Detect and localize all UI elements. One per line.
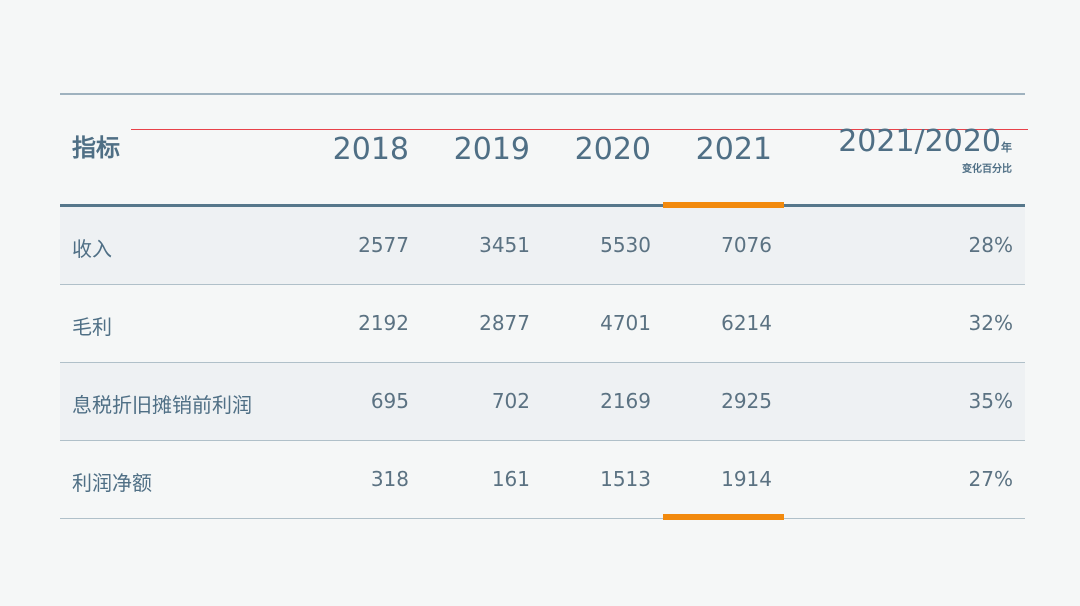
table-row: 毛利 2192 2877 4701 6214 32%	[60, 285, 1025, 363]
highlight-bar-top	[663, 202, 784, 208]
row-label: 毛利	[72, 315, 112, 339]
header-year-2020: 2020	[574, 132, 651, 167]
cell: 161	[491, 467, 530, 491]
header-divider	[60, 204, 1025, 207]
table-top-border	[60, 93, 1025, 95]
header-year-2019: 2019	[453, 132, 530, 167]
header-ratio-text: 2021/2020	[838, 124, 1001, 159]
cell: 1914	[721, 467, 772, 491]
header-ratio: 2021/2020年	[838, 124, 1012, 159]
cell: 2169	[600, 389, 651, 413]
table-row: 利润净额 318 161 1513 1914 27%	[60, 441, 1025, 519]
cell: 2877	[479, 311, 530, 335]
cell: 4701	[600, 311, 651, 335]
cell: 2925	[721, 389, 772, 413]
cell-pct: 27%	[968, 467, 1013, 491]
guide-line	[131, 129, 1028, 130]
cell: 6214	[721, 311, 772, 335]
table-row: 收入 2577 3451 5530 7076 28%	[60, 207, 1025, 285]
cell: 695	[370, 389, 409, 413]
header-indicator: 指标	[72, 134, 120, 162]
cell: 1513	[600, 467, 651, 491]
cell: 2192	[358, 311, 409, 335]
header-year-2018: 2018	[332, 132, 409, 167]
cell: 318	[370, 467, 409, 491]
row-label: 息税折旧摊销前利润	[72, 393, 252, 417]
highlight-bar-bottom	[663, 514, 784, 520]
cell: 3451	[479, 233, 530, 257]
cell-pct: 28%	[968, 233, 1013, 257]
cell: 2577	[358, 233, 409, 257]
header-ratio-suffix: 年	[1001, 141, 1012, 154]
cell-pct: 35%	[968, 389, 1013, 413]
row-label: 利润净额	[72, 471, 152, 495]
header-ratio-subtitle: 变化百分比	[962, 164, 1012, 175]
cell: 5530	[600, 233, 651, 257]
cell-pct: 32%	[968, 311, 1013, 335]
header-year-2021: 2021	[695, 132, 772, 167]
cell: 702	[491, 389, 530, 413]
cell: 7076	[721, 233, 772, 257]
row-label: 收入	[72, 237, 112, 261]
table-row: 息税折旧摊销前利润 695 702 2169 2925 35%	[60, 363, 1025, 441]
